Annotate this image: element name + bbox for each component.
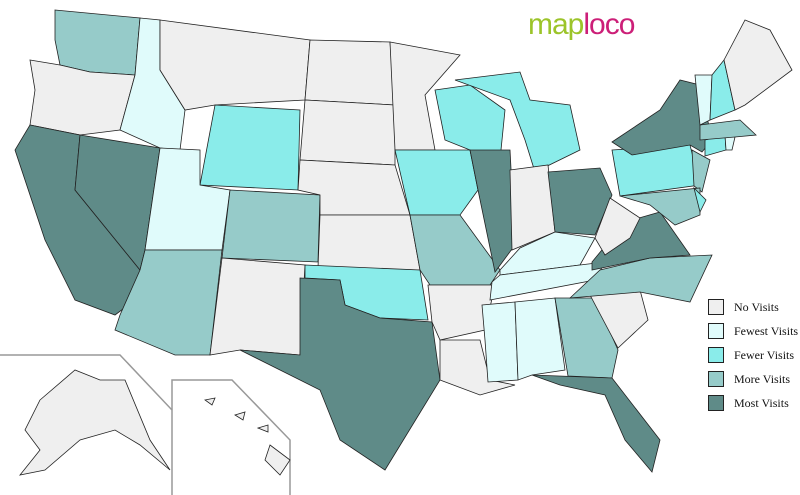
legend-item-more: More Visits xyxy=(708,367,798,391)
state-me[interactable] xyxy=(723,19,793,111)
legend-swatch xyxy=(708,371,724,387)
state-nd[interactable] xyxy=(304,39,396,106)
state-ar[interactable] xyxy=(427,284,496,341)
state-co[interactable] xyxy=(221,189,321,263)
state-il[interactable] xyxy=(469,149,516,273)
state-wy[interactable] xyxy=(199,104,301,191)
legend-swatch xyxy=(708,395,724,411)
legend-swatch xyxy=(708,299,724,315)
legend-item-most: Most Visits xyxy=(708,391,798,415)
legend-item-fewest: Fewest Visits xyxy=(708,319,798,343)
state-nm[interactable] xyxy=(209,257,306,356)
maploco-logo: maploco xyxy=(528,8,635,41)
legend: No Visits Fewest Visits Fewer Visits Mor… xyxy=(708,295,798,415)
state-md[interactable] xyxy=(619,187,701,226)
state-ia[interactable] xyxy=(394,149,479,216)
state-fl[interactable] xyxy=(531,374,661,473)
state-hi[interactable] xyxy=(204,397,291,476)
legend-item-fewer: Fewer Visits xyxy=(708,343,798,367)
legend-swatch xyxy=(708,323,724,339)
state-tx[interactable] xyxy=(239,277,441,471)
state-az[interactable] xyxy=(114,249,223,356)
state-ma[interactable] xyxy=(699,119,757,141)
state-al[interactable] xyxy=(514,297,566,381)
state-ms[interactable] xyxy=(481,301,519,383)
state-mt[interactable] xyxy=(159,19,311,111)
legend-swatch xyxy=(708,347,724,363)
state-wv[interactable] xyxy=(594,197,641,256)
state-pa[interactable] xyxy=(611,144,701,197)
hawaii-inset-border xyxy=(171,379,291,495)
state-wi[interactable] xyxy=(434,84,506,161)
state-sd[interactable] xyxy=(299,99,396,166)
alaska-inset-border xyxy=(0,354,173,495)
state-ks[interactable] xyxy=(317,214,421,271)
state-nc[interactable] xyxy=(568,254,713,303)
state-mi[interactable] xyxy=(454,71,581,173)
state-mn[interactable] xyxy=(389,41,461,151)
state-ak[interactable] xyxy=(19,369,171,476)
state-de[interactable] xyxy=(693,186,707,214)
state-wa[interactable] xyxy=(54,9,141,76)
state-nj[interactable] xyxy=(691,149,711,193)
legend-item-none: No Visits xyxy=(708,295,798,319)
